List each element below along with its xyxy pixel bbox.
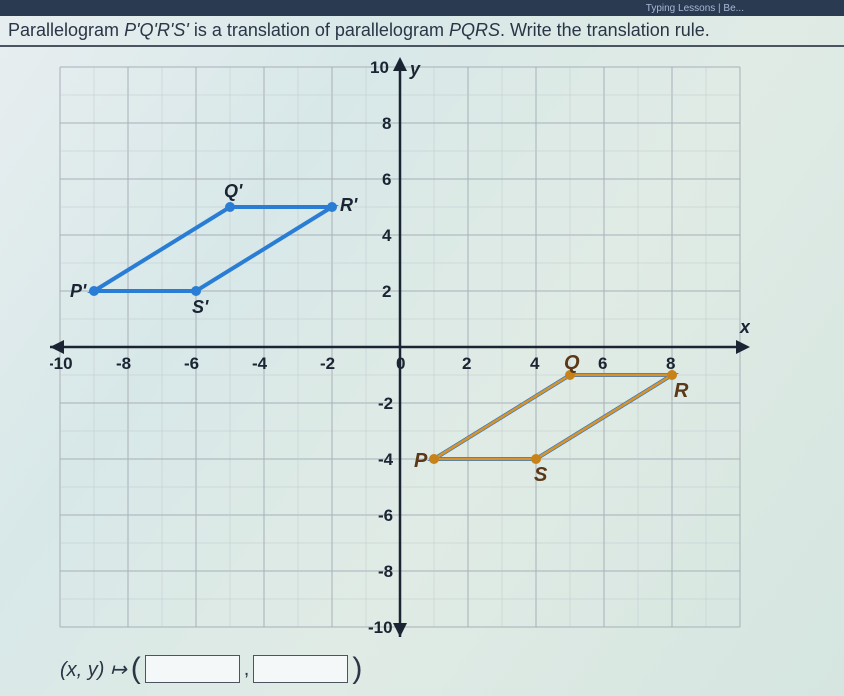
q-orig: PQRS xyxy=(449,20,500,40)
svg-text:-10: -10 xyxy=(368,618,393,637)
coordinate-graph: -10 -8 -6 -4 -2 0 2 4 6 8 2 4 6 8 10 -2 -4 -6 -8 -10 x y P'… xyxy=(50,57,750,637)
y-translation-input[interactable] xyxy=(253,655,348,683)
svg-text:Q: Q xyxy=(564,352,580,374)
q-prefix: Parallelogram xyxy=(8,20,124,40)
parallelogram-orig-outer xyxy=(434,375,672,459)
svg-text:P': P' xyxy=(70,281,87,301)
svg-text:8: 8 xyxy=(666,354,675,373)
x-arrow-neg xyxy=(50,340,64,354)
q-prime: P'Q'R'S' xyxy=(124,20,189,40)
svg-text:-6: -6 xyxy=(378,506,393,525)
y-arrow-neg xyxy=(393,623,407,637)
question-text: Parallelogram P'Q'R'S' is a translation … xyxy=(8,20,836,41)
svg-text:-10: -10 xyxy=(50,354,73,373)
svg-text:S': S' xyxy=(192,297,209,317)
svg-text:-8: -8 xyxy=(378,562,393,581)
open-paren: ( xyxy=(131,654,141,684)
svg-text:S: S xyxy=(534,464,548,486)
graph-wrap: -10 -8 -6 -4 -2 0 2 4 6 8 2 4 6 8 10 -2 -4 -6 -8 -10 x y P'… xyxy=(50,57,750,637)
svg-text:R: R xyxy=(674,380,689,402)
top-bar: Typing Lessons | Be... xyxy=(0,0,844,16)
x-translation-input[interactable] xyxy=(145,655,240,683)
shape-orig: P Q R S xyxy=(414,352,689,486)
question-container: Parallelogram P'Q'R'S' is a translation … xyxy=(0,16,844,47)
svg-text:-2: -2 xyxy=(378,394,393,413)
shape-prime: P' Q' R' S' xyxy=(70,181,358,317)
svg-text:-4: -4 xyxy=(378,450,394,469)
axes xyxy=(50,57,750,637)
svg-text:6: 6 xyxy=(382,170,391,189)
comma: , xyxy=(244,658,250,681)
svg-text:-2: -2 xyxy=(320,354,335,373)
close-paren: ) xyxy=(352,654,362,684)
y-arrow xyxy=(393,57,407,71)
svg-text:2: 2 xyxy=(382,282,391,301)
tab-label: Typing Lessons | Be... xyxy=(646,3,744,14)
q-suffix: . Write the translation rule. xyxy=(500,20,710,40)
svg-text:-8: -8 xyxy=(116,354,131,373)
svg-text:4: 4 xyxy=(382,226,392,245)
svg-text:10: 10 xyxy=(370,58,389,77)
parallelogram-prime xyxy=(94,207,332,291)
x-arrow xyxy=(736,340,750,354)
svg-text:-6: -6 xyxy=(184,354,199,373)
svg-text:R': R' xyxy=(340,195,358,215)
svg-text:-4: -4 xyxy=(252,354,268,373)
svg-text:2: 2 xyxy=(462,354,471,373)
q-mid: is a translation of parallelogram xyxy=(189,20,449,40)
answer-prefix: (x, y) ↦ xyxy=(60,657,127,682)
svg-text:P: P xyxy=(414,450,428,472)
svg-text:Q': Q' xyxy=(224,181,243,201)
x-var-label: x xyxy=(739,317,750,337)
svg-text:0: 0 xyxy=(396,354,405,373)
y-var-label: y xyxy=(409,59,421,79)
svg-text:8: 8 xyxy=(382,114,391,133)
svg-text:6: 6 xyxy=(598,354,607,373)
svg-text:4: 4 xyxy=(530,354,540,373)
answer-row: (x, y) ↦ ( , ) xyxy=(60,654,362,684)
